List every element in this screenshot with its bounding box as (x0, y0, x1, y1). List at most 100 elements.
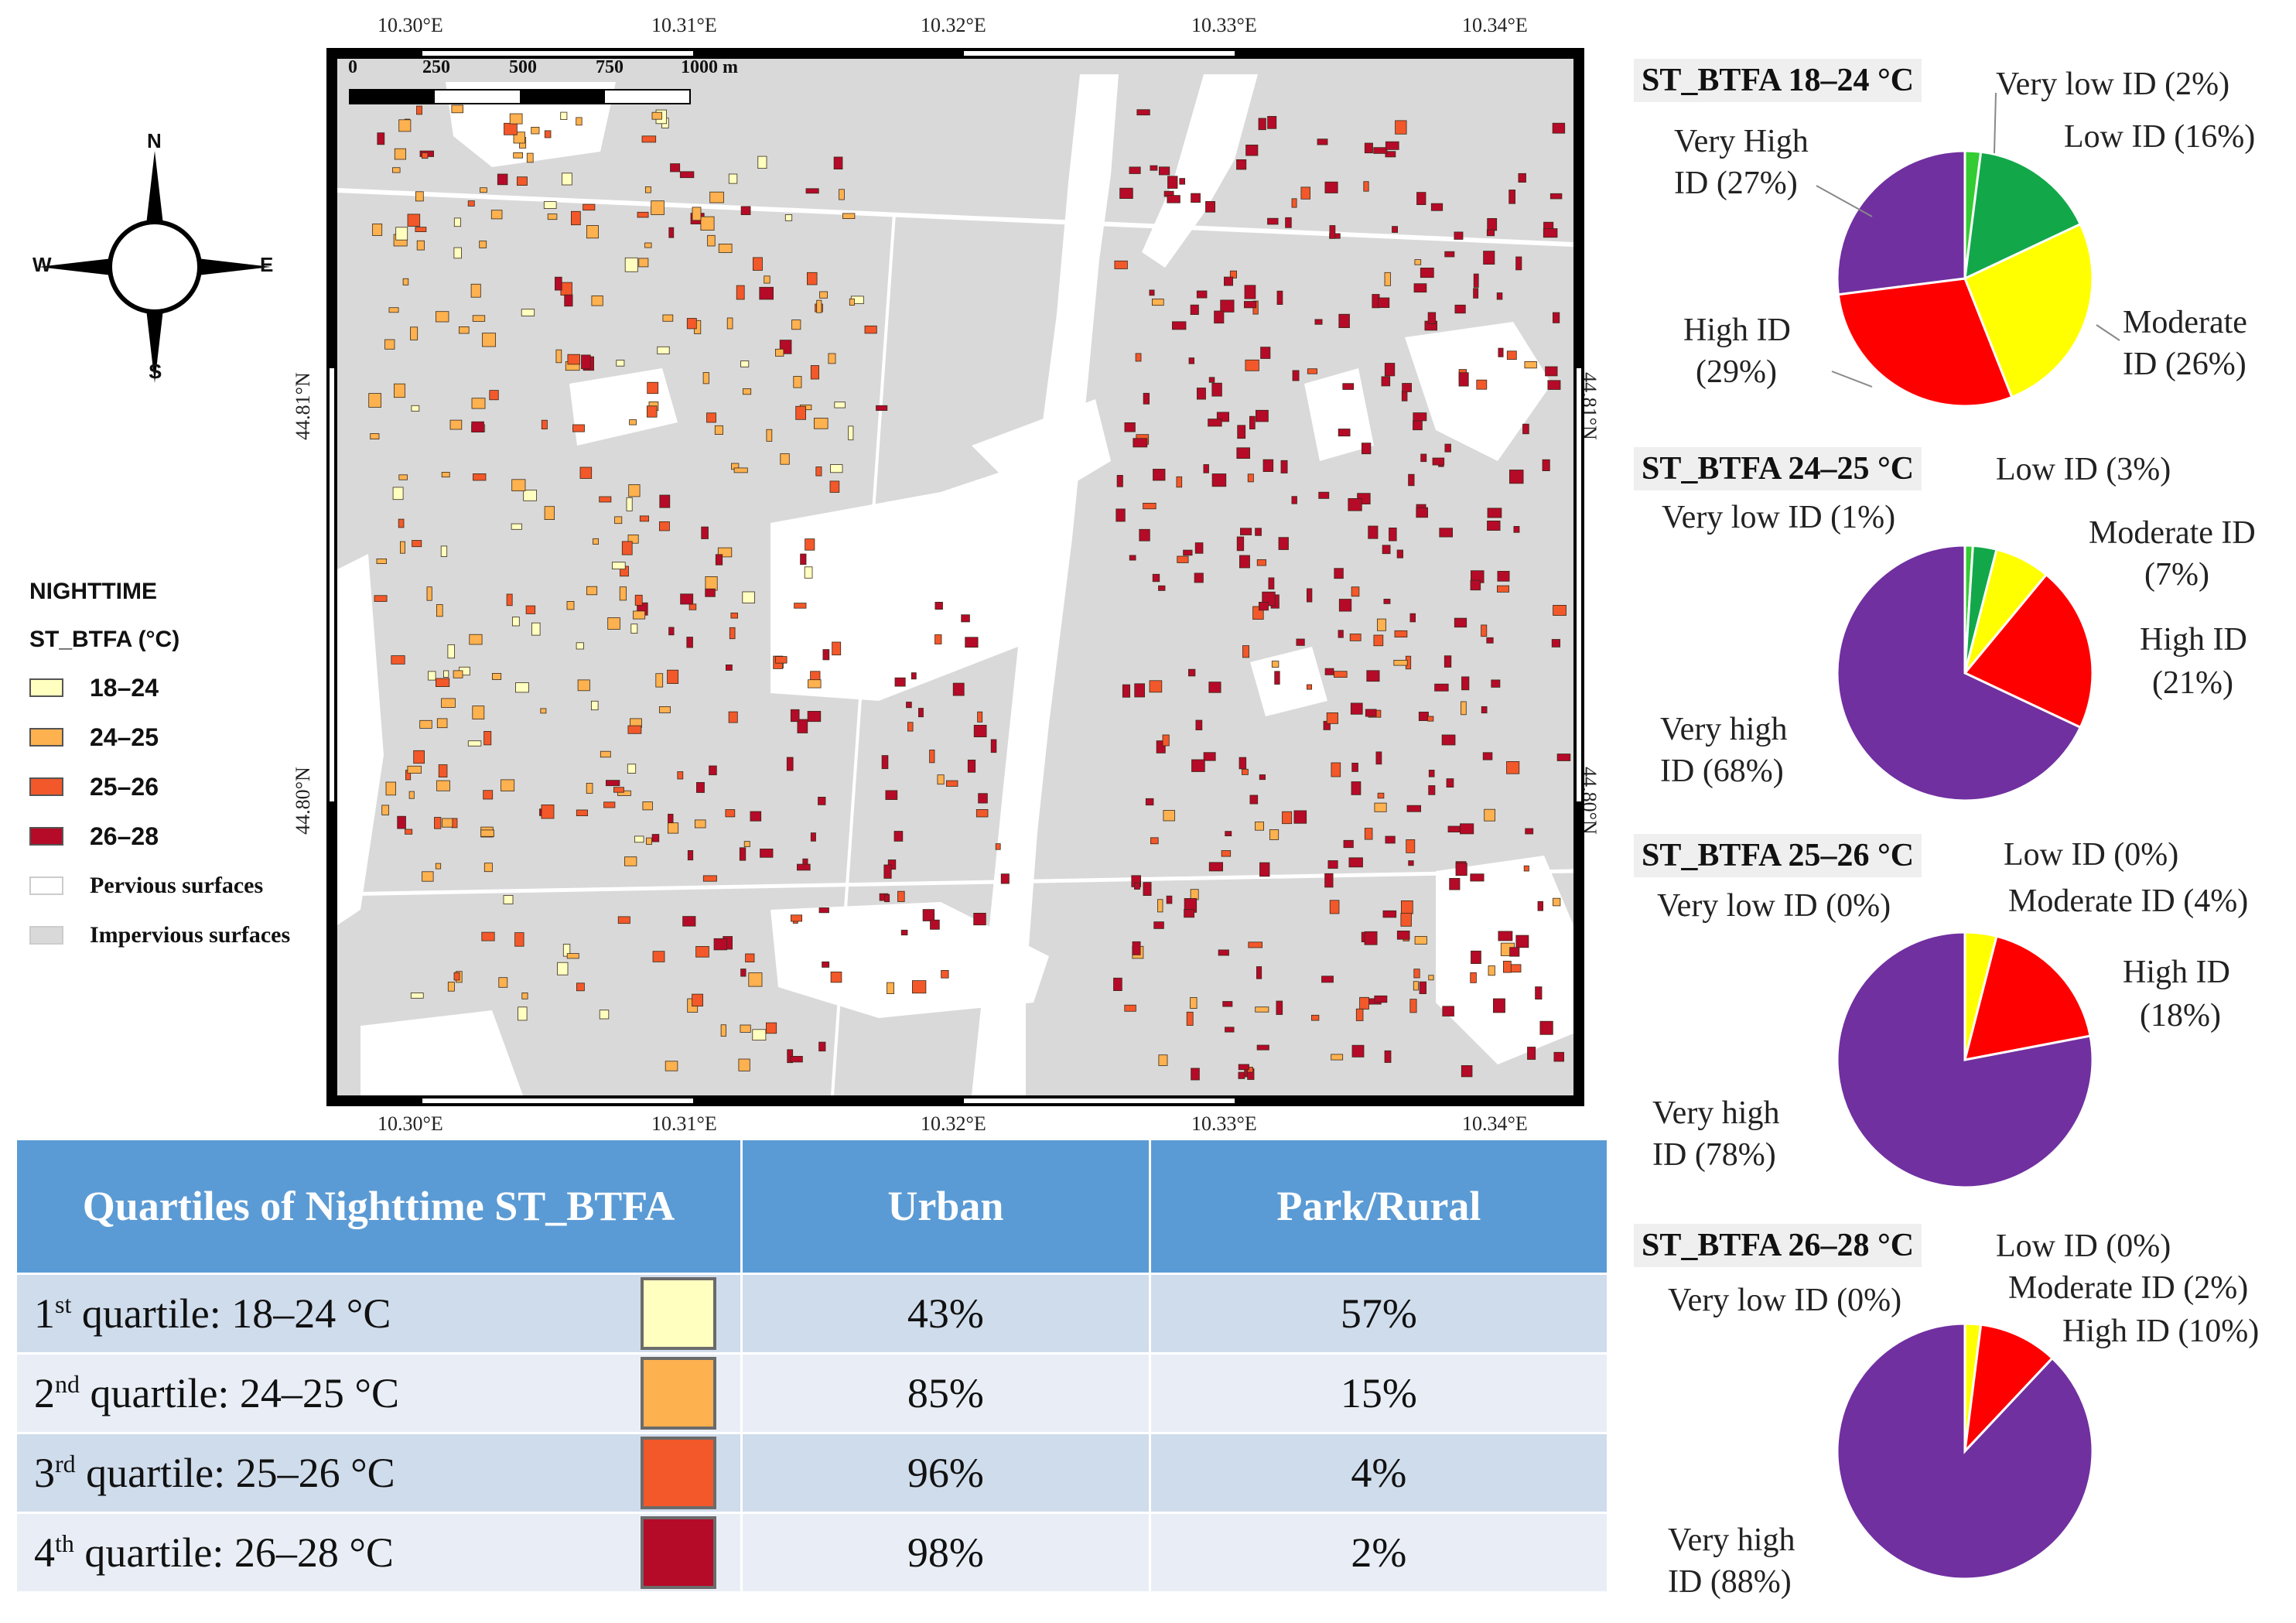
building-footprint (885, 790, 898, 801)
scale-bar-segment (350, 90, 435, 104)
building-footprint (1444, 443, 1451, 453)
building-footprint (1271, 661, 1280, 668)
building-footprint (436, 311, 449, 323)
building-footprint (1497, 571, 1510, 582)
building-footprint (1307, 588, 1313, 603)
row-swatch (640, 1515, 716, 1589)
building-footprint (1454, 617, 1467, 628)
building-footprint (965, 637, 979, 648)
building-footprint (1292, 370, 1300, 381)
building-footprint (1414, 259, 1422, 265)
building-footprint (658, 706, 671, 713)
building-footprint (576, 117, 583, 126)
legend-swatch (29, 926, 63, 945)
road (337, 188, 1573, 247)
building-footprint (1509, 947, 1520, 957)
building-footprint (634, 594, 643, 606)
building-footprint (1134, 882, 1140, 890)
building-footprint (435, 863, 442, 870)
building-footprint (819, 291, 828, 299)
building-footprint (1553, 897, 1561, 907)
pervious-area (360, 1010, 523, 1095)
building-footprint (973, 913, 986, 926)
building-footprint (583, 203, 596, 211)
building-footprint (1461, 1065, 1473, 1078)
building-footprint (392, 167, 401, 173)
building-footprint (1473, 273, 1479, 288)
building-footprint (370, 433, 380, 439)
building-footprint (766, 1022, 777, 1034)
building-footprint (1331, 762, 1341, 777)
building-footprint (440, 545, 448, 557)
building-footprint (384, 339, 395, 350)
building-footprint (1211, 382, 1222, 397)
building-footprint (881, 755, 889, 770)
building-footprint (1208, 377, 1215, 383)
building-footprint (1413, 412, 1427, 422)
lon-tick-bottom: 10.34°E (1462, 1112, 1528, 1135)
building-footprint (1525, 828, 1534, 835)
building-footprint (1351, 781, 1362, 795)
building-footprint (818, 1041, 826, 1052)
pie-label: ID (68%) (1660, 753, 1784, 789)
building-footprint (616, 360, 625, 367)
building-footprint (560, 111, 568, 120)
building-footprint (1225, 1027, 1235, 1033)
building-footprint (1449, 878, 1461, 890)
table-row: 1st quartile: 18–24 °C 43% 57% (17, 1272, 1607, 1353)
building-footprint (1124, 422, 1136, 432)
legend-item: 18–24 (29, 663, 339, 712)
building-footprint (717, 547, 733, 558)
header-quartiles: Quartiles of Nighttime ST_BTFA (17, 1140, 743, 1273)
building-footprint (912, 980, 927, 994)
building-footprint (1143, 503, 1157, 510)
building-footprint (1163, 810, 1175, 822)
building-footprint (818, 907, 829, 914)
building-footprint (1393, 660, 1408, 666)
row-swatch-cell (615, 1272, 742, 1353)
building-footprint (453, 247, 462, 259)
buildings-layer (368, 104, 1571, 1081)
building-footprint (1400, 913, 1412, 927)
building-footprint (829, 480, 840, 493)
building-footprint (894, 677, 906, 687)
building-footprint (876, 405, 888, 411)
pie-label: (29%) (1696, 354, 1777, 390)
building-footprint (934, 634, 942, 644)
building-footprint (1365, 709, 1377, 717)
building-footprint (641, 135, 657, 143)
building-footprint (438, 764, 448, 778)
building-footprint (483, 731, 492, 746)
building-footprint (830, 972, 842, 983)
building-footprint (1446, 778, 1454, 788)
building-footprint (436, 780, 450, 791)
thermal-map[interactable]: 0 250 500 750 1000 m (326, 48, 1584, 1106)
building-footprint (630, 624, 638, 634)
building-footprint (1129, 166, 1141, 174)
building-footprint (436, 718, 448, 729)
pie-slice-high-id (1963, 1323, 2055, 1455)
building-footprint (759, 286, 774, 300)
building-footprint (775, 348, 784, 357)
building-footprint (1244, 285, 1256, 299)
building-footprint (639, 515, 649, 522)
building-footprint (1416, 192, 1426, 206)
building-footprint (907, 722, 914, 732)
building-footprint (644, 186, 651, 193)
building-footprint (416, 240, 425, 251)
building-footprint (929, 750, 935, 764)
building-footprint (413, 750, 425, 764)
building-footprint (1229, 270, 1238, 278)
building-footprint (1491, 679, 1501, 688)
pervious-area (1250, 647, 1327, 716)
building-footprint (1255, 822, 1265, 831)
pie-label: Moderate (2123, 305, 2247, 340)
building-footprint (509, 113, 523, 125)
building-footprint (1113, 977, 1122, 992)
building-footprint (807, 272, 818, 285)
building-footprint (822, 961, 830, 968)
building-footprint (1384, 1050, 1392, 1063)
building-footprint (469, 634, 483, 645)
building-footprint (740, 1024, 751, 1033)
building-footprint (531, 622, 541, 636)
